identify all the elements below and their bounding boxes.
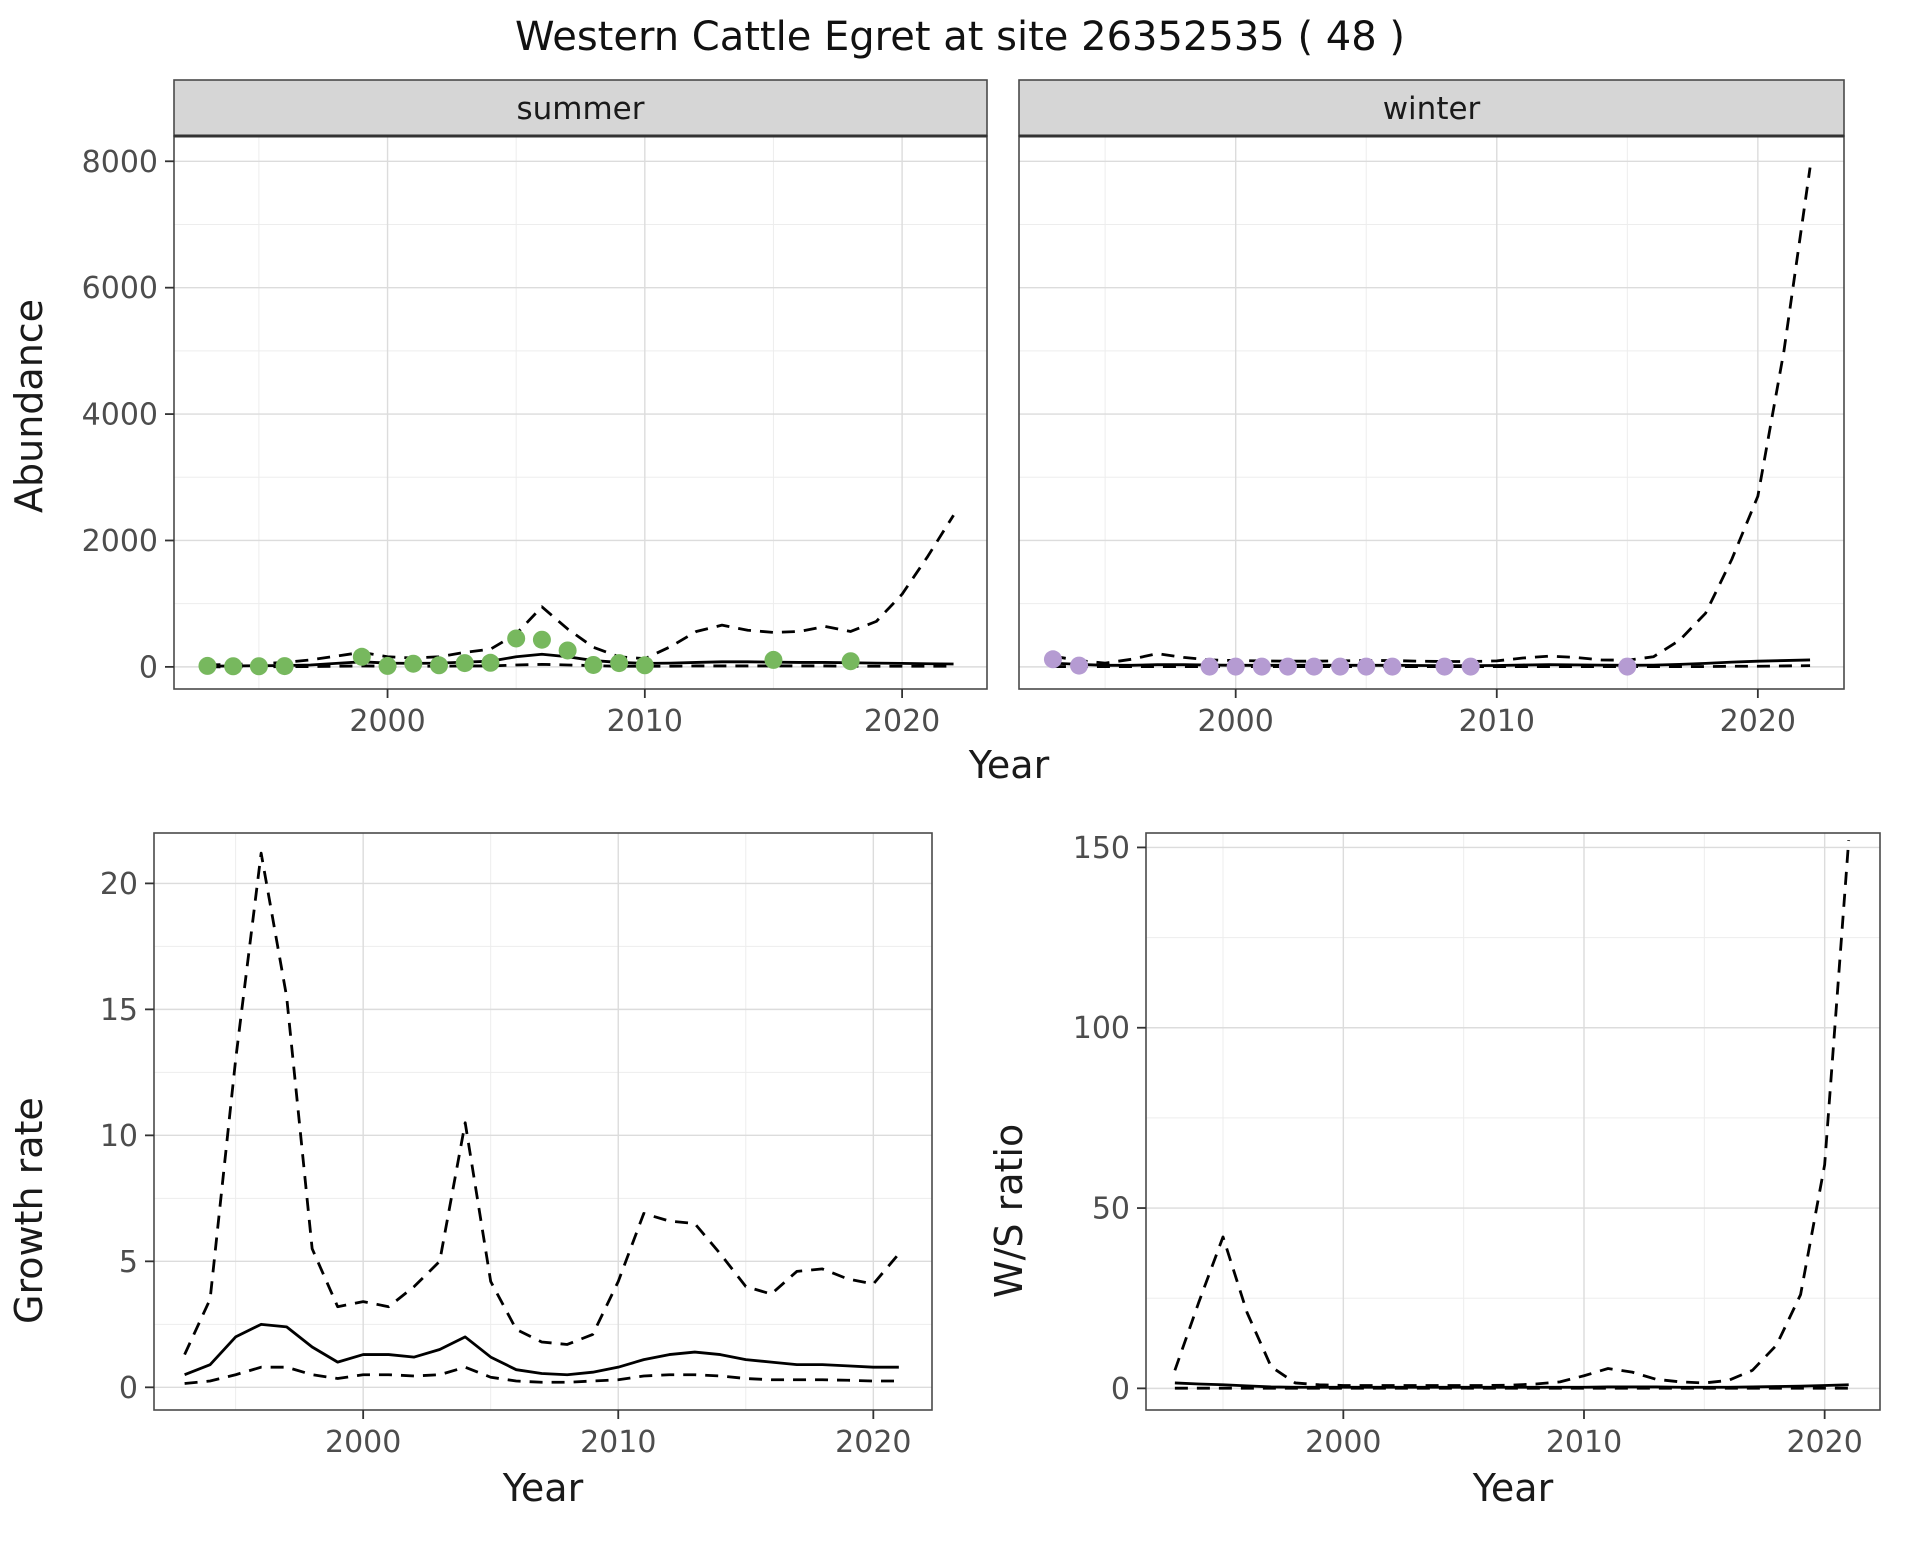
svg-text:2000: 2000 xyxy=(82,524,158,559)
svg-text:2020: 2020 xyxy=(1786,1425,1862,1460)
svg-text:8000: 8000 xyxy=(82,145,158,180)
svg-text:2010: 2010 xyxy=(1459,704,1535,739)
svg-text:10: 10 xyxy=(100,1119,138,1154)
summer-abundance-panel: 2000 2010 2020 0 2000 4000 6000 8000 summer xyxy=(62,76,997,741)
ws-x-axis-title: Year xyxy=(1472,1466,1554,1510)
growth-x-axis-title: Year xyxy=(502,1466,584,1510)
svg-text:15: 15 xyxy=(100,993,138,1028)
svg-text:2010: 2010 xyxy=(580,1425,656,1460)
svg-text:20: 20 xyxy=(100,867,138,902)
svg-text:50: 50 xyxy=(1092,1192,1130,1227)
growth-y-axis-title: Growth rate xyxy=(7,1097,51,1324)
svg-text:0: 0 xyxy=(139,650,158,685)
growth-rate-group: Growth rate 2000 2010 2020 0 5 10 15 20 Year xyxy=(4,821,944,1510)
svg-text:2020: 2020 xyxy=(864,704,940,739)
svg-text:2020: 2020 xyxy=(1720,704,1796,739)
svg-text:150: 150 xyxy=(1073,831,1130,866)
svg-text:0: 0 xyxy=(1111,1372,1130,1407)
ws-ratio-group: W/S ratio 2000 2010 2020 0 50 100 150 Year xyxy=(984,821,1894,1510)
figure-title: Western Cattle Egret at site 26352535 ( … xyxy=(515,14,1405,60)
svg-text:2010: 2010 xyxy=(1546,1425,1622,1460)
svg-text:100: 100 xyxy=(1073,1011,1130,1046)
ws-y-axis-title: W/S ratio xyxy=(987,1123,1031,1298)
svg-text:2020: 2020 xyxy=(835,1425,911,1460)
ws-ratio-panel: 2000 2010 2020 0 50 100 150 xyxy=(1034,821,1894,1466)
abundance-y-axis-title: Abundance xyxy=(7,298,51,513)
svg-text:6000: 6000 xyxy=(82,271,158,306)
growth-rate-panel: 2000 2010 2020 0 5 10 15 20 xyxy=(54,821,944,1466)
bottom-row: Growth rate 2000 2010 2020 0 5 10 15 20 Year W/… xyxy=(0,821,1920,1510)
svg-text:2000: 2000 xyxy=(325,1425,401,1460)
svg-text:0: 0 xyxy=(119,1371,138,1406)
winter-abundance-panel: 2000 2010 2020 winter xyxy=(1005,76,1860,741)
svg-text:2000: 2000 xyxy=(349,704,425,739)
svg-text:summer: summer xyxy=(516,91,644,127)
svg-text:winter: winter xyxy=(1383,91,1481,127)
svg-text:2010: 2010 xyxy=(607,704,683,739)
abundance-x-axis-title: Year xyxy=(968,743,1050,787)
abundance-row: Abundance 2000 2010 2020 0 2000 4000 6000 8000 s… xyxy=(0,76,1920,741)
svg-text:5: 5 xyxy=(119,1245,138,1280)
svg-text:2000: 2000 xyxy=(1198,704,1274,739)
svg-text:4000: 4000 xyxy=(82,398,158,433)
svg-text:2000: 2000 xyxy=(1305,1425,1381,1460)
